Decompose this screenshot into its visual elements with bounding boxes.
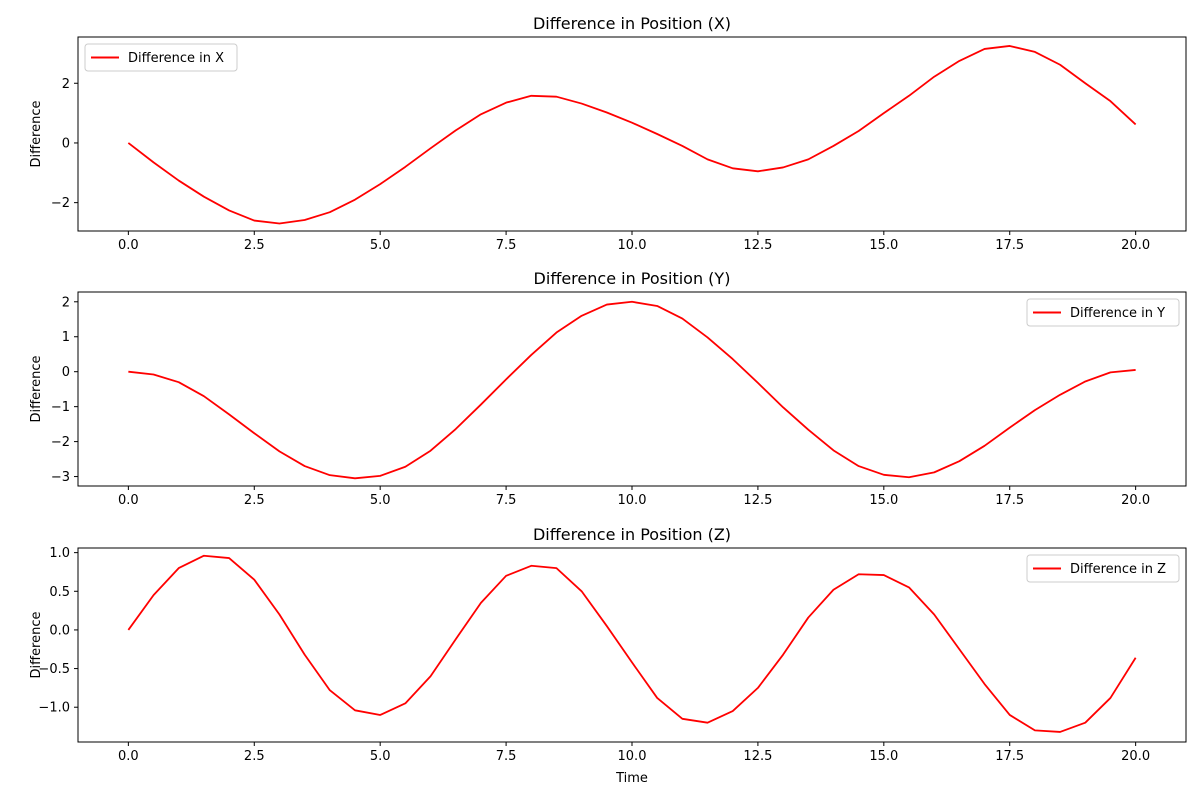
x-tick-label: 10.0: [618, 238, 647, 253]
y-tick-label: −0.5: [38, 662, 70, 677]
x-tick-label: 5.0: [370, 493, 391, 508]
legend-box: [1026, 554, 1180, 583]
legend-label: Difference in X: [128, 51, 224, 66]
x-tick-label: 20.0: [1121, 493, 1150, 508]
y-tick-label: 2: [62, 295, 70, 310]
y-tick-label: 0: [62, 365, 70, 380]
x-tick-label: 12.5: [743, 493, 772, 508]
x-tick-label: 0.0: [118, 493, 139, 508]
subplot-title: Difference in Position (Y): [534, 269, 731, 288]
subplot-title: Difference in Position (Z): [533, 525, 731, 544]
subplot-title: Difference in Position (X): [533, 14, 731, 33]
series-line: [128, 300, 1136, 480]
y-tick-label: 1.0: [49, 546, 70, 561]
series-line: [127, 554, 1137, 733]
x-tick-label: 10.0: [618, 749, 647, 764]
x-tick-label: 2.5: [244, 749, 265, 764]
x-tick-label: 2.5: [244, 493, 265, 508]
legend: Difference in Z: [1026, 554, 1180, 583]
x-tick-label: 15.0: [869, 749, 898, 764]
x-tick-label: 7.5: [496, 749, 517, 764]
legend: Difference in Y: [1026, 298, 1180, 327]
y-axis-label: Difference: [29, 611, 44, 678]
legend-label: Difference in Z: [1070, 562, 1166, 577]
y-tick-label: 0.0: [49, 623, 70, 638]
y-tick-label: −2: [51, 435, 70, 450]
legend-box: [1026, 298, 1180, 327]
x-tick-label: 12.5: [743, 238, 772, 253]
legend-box: [84, 43, 238, 72]
series-line: [127, 45, 1137, 225]
subplot-3: Difference in Position (Z) 0.0 2.5 5.0 7.5 10…: [29, 525, 1187, 786]
y-axis-label: Difference: [29, 355, 44, 422]
x-tick-label: 2.5: [244, 238, 265, 253]
subplot-2: Difference in Position (Y)0.0 2.5 5.0 7.5 10…: [29, 269, 1187, 508]
x-tick-label: 10.0: [618, 493, 647, 508]
x-tick-label: 20.0: [1121, 749, 1150, 764]
y-tick-label: 0.5: [49, 585, 70, 600]
y-axis-label: Difference: [29, 100, 44, 167]
legend: Difference in X: [84, 43, 238, 72]
x-tick-label: 0.0: [118, 749, 139, 764]
x-tick-label: 7.5: [496, 493, 517, 508]
y-tick-label: −1.0: [38, 701, 70, 716]
y-tick-label: −3: [51, 470, 70, 485]
x-tick-label: 5.0: [370, 238, 391, 253]
x-tick-label: 20.0: [1121, 238, 1150, 253]
x-tick-label: 12.5: [743, 749, 772, 764]
legend-label: Difference in Y: [1070, 306, 1165, 321]
y-tick-label: −1: [51, 400, 70, 415]
x-tick-label: 17.5: [995, 238, 1024, 253]
x-tick-label: 7.5: [496, 238, 517, 253]
x-axis-label: Time: [615, 771, 648, 786]
x-tick-label: 15.0: [869, 493, 898, 508]
y-tick-label: 0: [62, 136, 70, 151]
subplot-1: Difference in Position (X) 0.0 2.5 5.0 7.5 10…: [29, 14, 1187, 253]
y-tick-label: 2: [62, 77, 70, 92]
x-tick-label: 17.5: [995, 749, 1024, 764]
x-tick-label: 17.5: [995, 493, 1024, 508]
x-tick-label: 0.0: [118, 238, 139, 253]
y-tick-label: −2: [51, 196, 70, 211]
x-tick-label: 5.0: [370, 749, 391, 764]
y-tick-label: 1: [62, 330, 70, 345]
x-tick-label: 15.0: [869, 238, 898, 253]
